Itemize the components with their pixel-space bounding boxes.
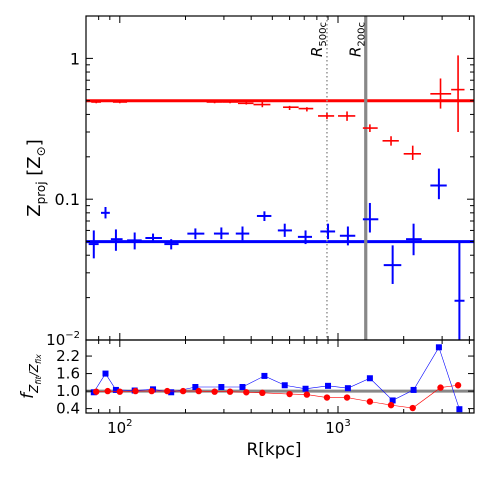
ratio-ytick-label-1: 1.0 xyxy=(56,382,80,400)
ratio-marker-s1-17 xyxy=(387,401,395,409)
ratio-marker-s0-18 xyxy=(456,406,463,413)
ratio-marker-s0-16 xyxy=(410,386,417,393)
ratio-marker-s1-9 xyxy=(226,388,234,395)
ratio-marker-s0-15 xyxy=(389,397,396,404)
ratio-marker-s0-1 xyxy=(102,370,109,377)
y-axis-label-bottom: fZfit/Zfix xyxy=(18,354,43,399)
ratio-marker-s0-14 xyxy=(366,375,373,382)
ratio-marker-s1-4 xyxy=(148,387,155,395)
ytick-label-0: 10−2 xyxy=(46,330,80,349)
ratio-ytick-label-2: 1.6 xyxy=(56,365,80,383)
ratio-marker-s1-8 xyxy=(211,388,218,395)
ytick-label-2: 1 xyxy=(70,49,80,68)
ratio-marker-s0-2 xyxy=(112,386,119,393)
ratio-marker-s1-3 xyxy=(132,387,139,395)
ratio-marker-s1-1 xyxy=(104,387,111,395)
ytick-label-1: 0.1 xyxy=(55,190,80,209)
ratio-marker-s1-11 xyxy=(259,389,266,397)
radius-label-1: R200c xyxy=(347,22,368,57)
bottom-frame xyxy=(85,339,475,414)
ratio-marker-s1-18 xyxy=(409,404,416,412)
xtick-label-0: 102 xyxy=(107,418,132,437)
xtick-label-1: 103 xyxy=(325,418,350,437)
ratio-marker-s0-7 xyxy=(218,384,225,391)
ratio-marker-s1-20 xyxy=(454,382,462,389)
ratio-ytick-label-3: 2.2 xyxy=(56,347,80,365)
ratio-marker-s1-10 xyxy=(243,389,250,396)
bottom-panel: 0.41.01.62.2 102 103 xyxy=(56,339,475,437)
top-panel: R500c R200c 10−2 0.1 1 xyxy=(46,15,475,349)
ratio-marker-s1-19 xyxy=(437,384,444,391)
ratio-marker-s0-8 xyxy=(239,384,246,391)
ratio-marker-s1-2 xyxy=(116,388,124,395)
ratio-marker-s1-12 xyxy=(286,390,293,398)
ratio-line-0 xyxy=(93,346,460,410)
ratio-marker-s1-15 xyxy=(343,394,351,401)
ratio-marker-s1-16 xyxy=(366,398,374,405)
ratio-marker-s1-14 xyxy=(323,394,331,401)
ratio-marker-s0-10 xyxy=(281,382,288,389)
ratio-marker-s0-9 xyxy=(261,372,268,379)
ratio-marker-s0-5 xyxy=(168,389,175,396)
x-axis-label: R[kpc] xyxy=(246,440,301,460)
ratio-ytick-label-0: 0.4 xyxy=(56,400,80,418)
ratio-marker-s0-11 xyxy=(302,385,309,392)
radius-label-0: R500c xyxy=(308,22,329,57)
top-frame xyxy=(85,15,475,341)
y-axis-label-top: Zproj [Z⊙] xyxy=(24,139,48,216)
ratio-marker-s0-17 xyxy=(435,344,442,351)
ratio-marker-s0-6 xyxy=(192,384,199,391)
ratio-marker-s1-0 xyxy=(93,388,100,395)
ratio-marker-s0-12 xyxy=(325,382,332,389)
ratio-marker-s1-13 xyxy=(303,391,311,398)
ratio-marker-s1-7 xyxy=(195,387,202,395)
ratio-marker-s1-5 xyxy=(164,387,171,395)
ratio-marker-s1-6 xyxy=(179,387,187,395)
axis-labels: R[kpc] Zproj [Z⊙] fZfit/Zfix xyxy=(18,139,302,460)
ratio-marker-s0-13 xyxy=(344,385,351,392)
